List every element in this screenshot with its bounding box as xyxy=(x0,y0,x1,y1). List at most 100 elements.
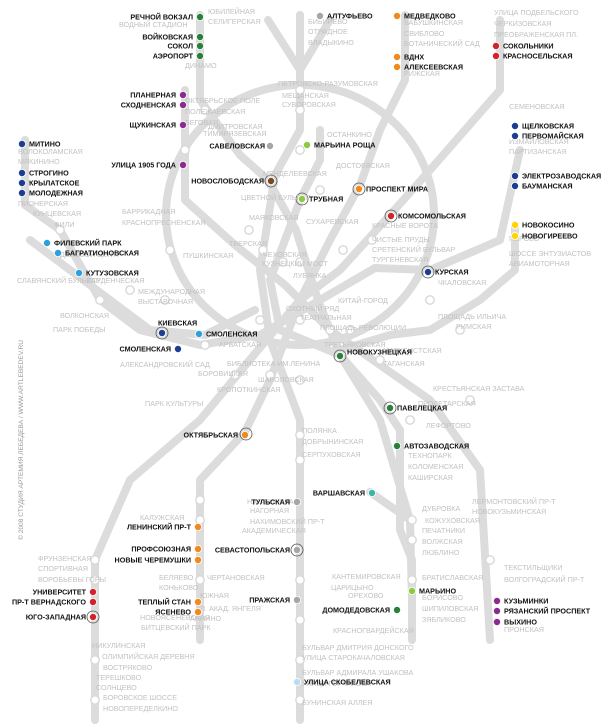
station-grey[interactable]: ШАБОЛОВСКАЯ xyxy=(258,375,314,384)
station-dot[interactable] xyxy=(292,596,301,605)
station-label-grey[interactable]: КУЗНЕЦКИЙ МОСТ xyxy=(262,259,328,268)
station-label-grey[interactable]: ДЕЛОВОЙ ЦЕНТР xyxy=(60,250,122,259)
station-grey[interactable]: ТЕКСТИЛЬЩИКИ xyxy=(504,563,563,572)
station[interactable]: НОВЫЕ ЧЕРЕМУШКИ xyxy=(115,556,202,565)
station-label-grey[interactable]: НАГОРНАЯ xyxy=(250,506,289,515)
station-grey[interactable]: БУЛЬВАР ДМИТРИЯ ДОНСКОГО xyxy=(302,643,414,652)
station-label-grey[interactable]: БУЛЬВАР АДМИРАЛА УШАКОВА xyxy=(302,668,413,677)
station-label-grey[interactable]: НОВОПЕРЕДЕЛКИНО xyxy=(103,704,178,713)
station-grey[interactable]: ЧКАЛОВСКАЯ xyxy=(438,278,486,287)
station[interactable]: ВДНХ xyxy=(392,53,424,62)
station-label-grey[interactable]: СТУДЕНЧЕСКАЯ xyxy=(87,276,144,285)
station-label-grey[interactable]: БАРРИКАДНАЯ xyxy=(122,207,175,216)
station-label[interactable]: МАРЬИНО xyxy=(419,587,456,596)
station[interactable]: ЯСЕНЕВО xyxy=(155,608,202,617)
station-label[interactable]: УЛИЦА СКОБЕЛЕВСКАЯ xyxy=(304,678,391,687)
station-label-grey[interactable]: ОТРАДНОЕ xyxy=(308,27,348,36)
station-label-grey[interactable]: КРАСНОПРЕСНЕНСКАЯ xyxy=(122,218,206,227)
station-grey[interactable]: ЛЮБЛИНО xyxy=(422,548,460,557)
station-label-grey[interactable]: ОСТАНКИНО xyxy=(327,130,372,139)
station[interactable]: САВЕЛОВСКАЯ xyxy=(209,142,274,151)
station-label-grey[interactable]: АВИАМОТОРНАЯ xyxy=(509,259,570,268)
station-grey[interactable]: ВОЛОКОЛАМСКАЯ xyxy=(18,147,83,156)
station-grey[interactable]: БУЛЬВАР АДМИРАЛА УШАКОВА xyxy=(302,668,413,677)
station-label-grey[interactable]: ЧИСТЫЕ ПРУДЫ xyxy=(372,235,430,244)
station-label-grey[interactable]: ПРОЛЕТАРСКАЯ xyxy=(418,399,476,408)
station-label-grey[interactable]: ДМИТРОВСКАЯ xyxy=(208,122,263,131)
station[interactable]: СОКОЛ xyxy=(168,42,204,51)
station-grey[interactable]: ТВЕРСКАЯ xyxy=(229,239,267,248)
station-grey[interactable]: ТЕХНОПАРК xyxy=(408,451,453,460)
station-grey[interactable]: ЛУБЯНКА xyxy=(293,271,326,280)
station-label-grey[interactable]: ЮБИЛЕЙНАЯ xyxy=(208,7,255,16)
station-grey[interactable]: ОТРАДНОЕ xyxy=(308,27,348,36)
station-dot[interactable] xyxy=(292,546,301,555)
station-dot[interactable] xyxy=(385,403,394,412)
station-label-grey[interactable]: УЛИЦА ГОРЧАКОВА xyxy=(302,679,371,688)
station-label-grey[interactable]: ВОДНЫЙ СТАДИОН xyxy=(119,20,188,29)
station-dot[interactable] xyxy=(17,188,26,197)
station-label-grey[interactable]: ТРЕТЬЯКОВСКАЯ xyxy=(324,340,386,349)
station-grey[interactable]: ОСТАНКИНО xyxy=(327,130,372,139)
station[interactable]: ПР-Т ВЕРНАДСКОГО xyxy=(12,598,98,607)
station-grey[interactable]: ЧЕРТАНОВСКАЯ xyxy=(207,573,265,582)
station-label-grey[interactable]: БУНИНСКАЯ АЛЛЕЯ xyxy=(302,698,372,707)
station-label-grey[interactable]: ВОЛКОНСКАЯ xyxy=(60,311,109,320)
station-label-grey[interactable]: СВИБЛОВО xyxy=(404,29,445,38)
station[interactable]: БАУМАНСКАЯ xyxy=(510,182,573,191)
station[interactable]: УЛИЦА СКОБЕЛЕВСКАЯ xyxy=(292,678,391,687)
station-grey[interactable]: НАХИМОВСКИЙ ПР-Т xyxy=(250,517,325,526)
station-label-grey[interactable]: СЕЛИГЕРСКАЯ xyxy=(208,17,261,26)
station-label-grey[interactable]: ЧЕХОВСКАЯ xyxy=(263,250,307,259)
station-label-grey[interactable]: БЕЛЯЕВО xyxy=(159,573,194,582)
station-label-grey[interactable]: ЧКАЛОВСКАЯ xyxy=(438,278,486,287)
station-label-grey[interactable]: КРОПОТКИНСКАЯ xyxy=(217,385,280,394)
station-label-grey[interactable]: СОЛНЦЕВО xyxy=(96,683,137,692)
station-label-grey[interactable]: РИЖСКАЯ xyxy=(404,69,440,78)
station-label[interactable]: СОКОЛ xyxy=(168,42,193,51)
station-label-grey[interactable]: БИТЦЕВСКИЙ ПАРК xyxy=(141,623,211,632)
station-dot[interactable] xyxy=(392,11,401,20)
station-label-grey[interactable]: БРАТИСЛАВСКАЯ xyxy=(422,573,483,582)
station-grey[interactable]: БИТЦЕВСКИЙ ПАРК xyxy=(141,623,211,632)
station-label[interactable]: НОВЫЕ ЧЕРЕМУШКИ xyxy=(115,556,191,565)
station-label-grey[interactable]: ПУШКИНСКАЯ xyxy=(183,251,233,260)
station-dot[interactable] xyxy=(89,588,98,597)
station-dot[interactable] xyxy=(315,11,324,20)
station-grey[interactable]: КИТАЙ-ГОРОД xyxy=(338,296,388,305)
station-label-grey[interactable]: ПАРТИЗАНСКАЯ xyxy=(509,147,567,156)
station-label-grey[interactable]: БОТАНИЧЕСКИЙ САД xyxy=(404,39,480,48)
station[interactable]: УЛИЦА 1905 ГОДА xyxy=(111,161,187,170)
station-grey[interactable]: АВИАМОТОРНАЯ xyxy=(509,259,570,268)
station-grey[interactable]: КОЛОМЕНСКАЯ xyxy=(408,462,463,471)
station-label[interactable]: КУТУЗОВСКАЯ xyxy=(86,269,139,278)
station-dot[interactable] xyxy=(302,140,311,149)
station[interactable]: КУТУЗОВСКАЯ xyxy=(75,269,139,278)
station-label-grey[interactable]: ЛУБЯНКА xyxy=(293,271,326,280)
station-label-grey[interactable]: ВОЛЖСКАЯ xyxy=(422,537,463,546)
station-label[interactable]: СХОДНЕНСКАЯ xyxy=(121,101,176,110)
station-dot[interactable] xyxy=(510,171,519,180)
station-grey[interactable]: ДОСТОЕВСКАЯ xyxy=(336,161,390,170)
station-grey[interactable]: АКАДЕМИЧЕСКАЯ xyxy=(242,526,306,535)
station-grey[interactable]: КУНЦЕВСКАЯ xyxy=(33,209,81,218)
station-label[interactable]: ЩУКИНСКАЯ xyxy=(130,121,176,130)
station-label-grey[interactable]: ЦАРИЦЫНО xyxy=(331,583,374,592)
station-label[interactable]: ПЕРВОМАЙСКАЯ xyxy=(522,132,584,141)
station-label-grey[interactable]: ЛЕРМОНТОВСКИЙ ПР-Т xyxy=(472,497,556,506)
station-label[interactable]: ЩЕЛКОВСКАЯ xyxy=(522,122,574,131)
station-label-grey[interactable]: ЮЖНАЯ xyxy=(200,591,229,600)
station-label-grey[interactable]: КАНТЕМИРОВСКАЯ xyxy=(332,572,401,581)
station[interactable]: РЯЗАНСКИЙ ПРОСПЕКТ xyxy=(492,607,591,616)
station[interactable]: ПРОСПЕКТ МИРА xyxy=(354,185,428,194)
station-label[interactable]: КУЗЬМИНКИ xyxy=(504,597,548,606)
station-label[interactable]: ЮГО-ЗАПАДНАЯ xyxy=(26,613,86,622)
station-label-grey[interactable]: ФИЛИ xyxy=(54,220,75,229)
station-grey[interactable]: ДМИТРОВСКАЯ xyxy=(208,122,263,131)
station[interactable]: ЩУКИНСКАЯ xyxy=(130,121,187,130)
station-dot[interactable] xyxy=(423,267,432,276)
station-label-grey[interactable]: ПОЛЯНКА xyxy=(302,426,337,435)
station-label[interactable]: ЯСЕНЕВО xyxy=(155,608,191,617)
station-dot[interactable] xyxy=(195,12,204,21)
station[interactable]: ОКТЯБРЬСКАЯ xyxy=(184,431,249,440)
